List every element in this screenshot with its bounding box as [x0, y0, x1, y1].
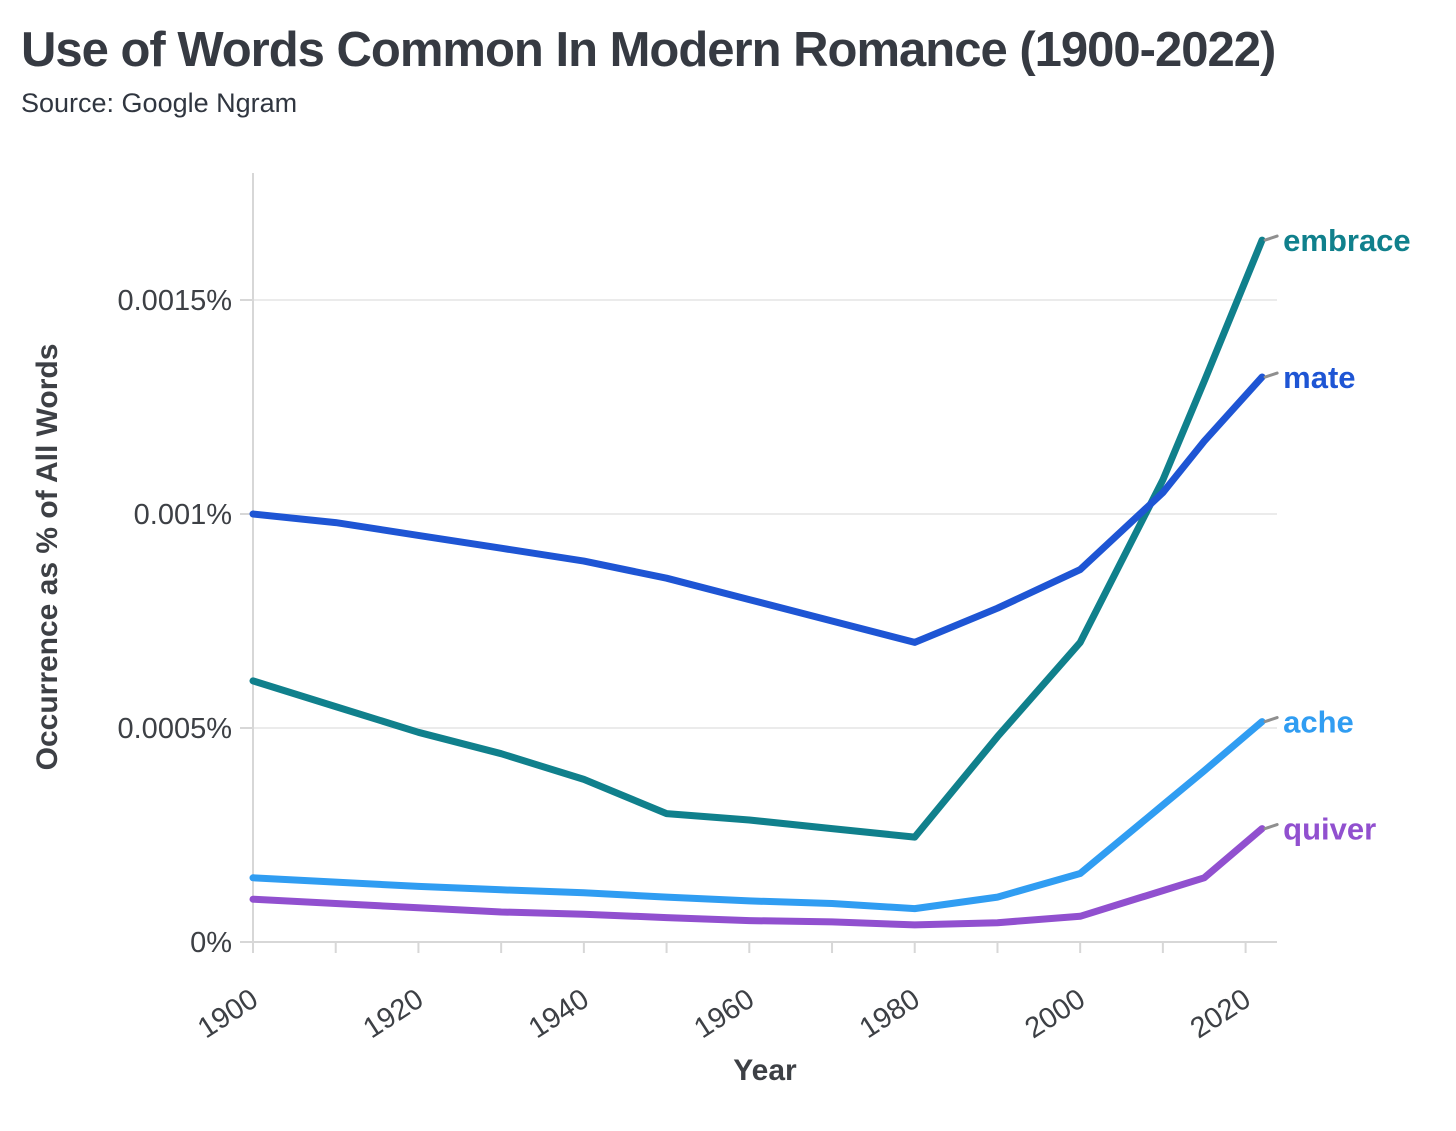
y-tick-label: 0.0005% — [118, 713, 233, 745]
x-tick-label: 1940 — [523, 983, 595, 1045]
x-tick-label: 1960 — [689, 983, 761, 1045]
x-tick-label: 1980 — [854, 983, 926, 1045]
series-line-ache — [249, 718, 1266, 913]
axis-titles: Year Occurrence as % of All Words — [31, 344, 797, 1087]
y-tick-label: 0.0015% — [118, 285, 233, 317]
x-tick-label-group: 1940 — [523, 983, 595, 1045]
series-label-embrace: embrace — [1283, 223, 1411, 258]
series-lines — [249, 236, 1266, 929]
x-tick-label-group: 2000 — [1019, 983, 1091, 1045]
x-tick-marks — [252, 942, 1247, 953]
series-line-quiver — [249, 825, 1266, 929]
x-tick-labels: 1900 1920 1940 1960 1980 2000 2020 — [192, 983, 1256, 1045]
x-tick-label: 2000 — [1019, 983, 1091, 1045]
x-tick-label-group: 1920 — [358, 983, 430, 1045]
axes — [252, 173, 1277, 953]
x-tick-label-group: 2020 — [1185, 983, 1257, 1045]
x-tick-label-group: 1960 — [689, 983, 761, 1045]
label-connector-quiver — [1263, 823, 1279, 831]
label-connector-embrace — [1263, 234, 1279, 242]
label-connector-mate — [1263, 371, 1279, 379]
series-label-mate: mate — [1283, 360, 1355, 395]
series-labels: embrace mate ache quiver — [1263, 223, 1411, 847]
x-tick-label: 1900 — [192, 983, 264, 1045]
y-tick-labels: 0% 0.0005% 0.001% 0.0015% — [118, 285, 253, 959]
y-tick-label: 0.001% — [134, 499, 232, 531]
x-axis-title: Year — [733, 1054, 797, 1087]
chart-source: Source: Google Ngram — [21, 88, 298, 118]
series-label-ache: ache — [1283, 705, 1354, 740]
y-tick-label: 0% — [190, 927, 232, 959]
x-tick-label-group: 1980 — [854, 983, 926, 1045]
x-tick-label: 1920 — [358, 983, 430, 1045]
chart-title: Use of Words Common In Modern Romance (1… — [21, 23, 1276, 77]
y-gridlines — [253, 299, 1277, 729]
series-label-quiver: quiver — [1283, 812, 1376, 847]
x-tick-label-group: 1900 — [192, 983, 264, 1045]
y-axis-title: Occurrence as % of All Words — [31, 344, 64, 771]
series-line-mate — [249, 373, 1266, 646]
x-tick-label: 2020 — [1185, 983, 1257, 1045]
label-connector-ache — [1263, 716, 1279, 724]
